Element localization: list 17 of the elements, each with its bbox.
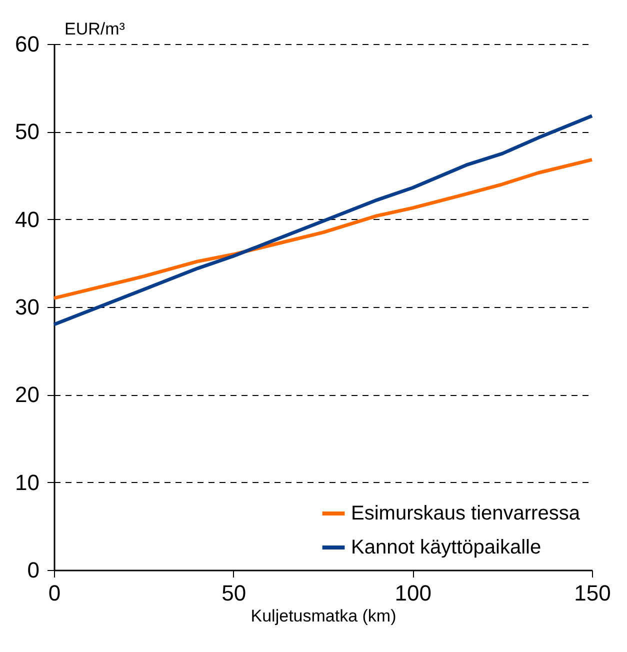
line-series	[52, 114, 594, 326]
x-tick-label: 100	[394, 580, 432, 606]
x-tick-label: 0	[48, 580, 61, 606]
x-tick-label: 150	[574, 580, 611, 606]
legend-label: Esimurskaus tienvarressa	[351, 502, 581, 524]
y-tick-label: 60	[15, 32, 40, 56]
y-tick-label: 20	[15, 382, 40, 408]
legend-label: Kannot käyttöpaikalle	[351, 536, 542, 558]
y-tick-label: 50	[15, 119, 40, 144]
y-tick-label: 0	[27, 558, 40, 582]
y-tick-label: 10	[15, 470, 40, 495]
y-tick-label: 30	[15, 294, 40, 320]
y-axis-title: EUR/m³	[64, 20, 126, 38]
x-tick-label: 50	[222, 580, 246, 606]
line-series	[52, 158, 594, 300]
y-tick-label: 40	[15, 206, 40, 232]
x-axis-title: Kuljetusmatka (km)	[250, 606, 396, 626]
